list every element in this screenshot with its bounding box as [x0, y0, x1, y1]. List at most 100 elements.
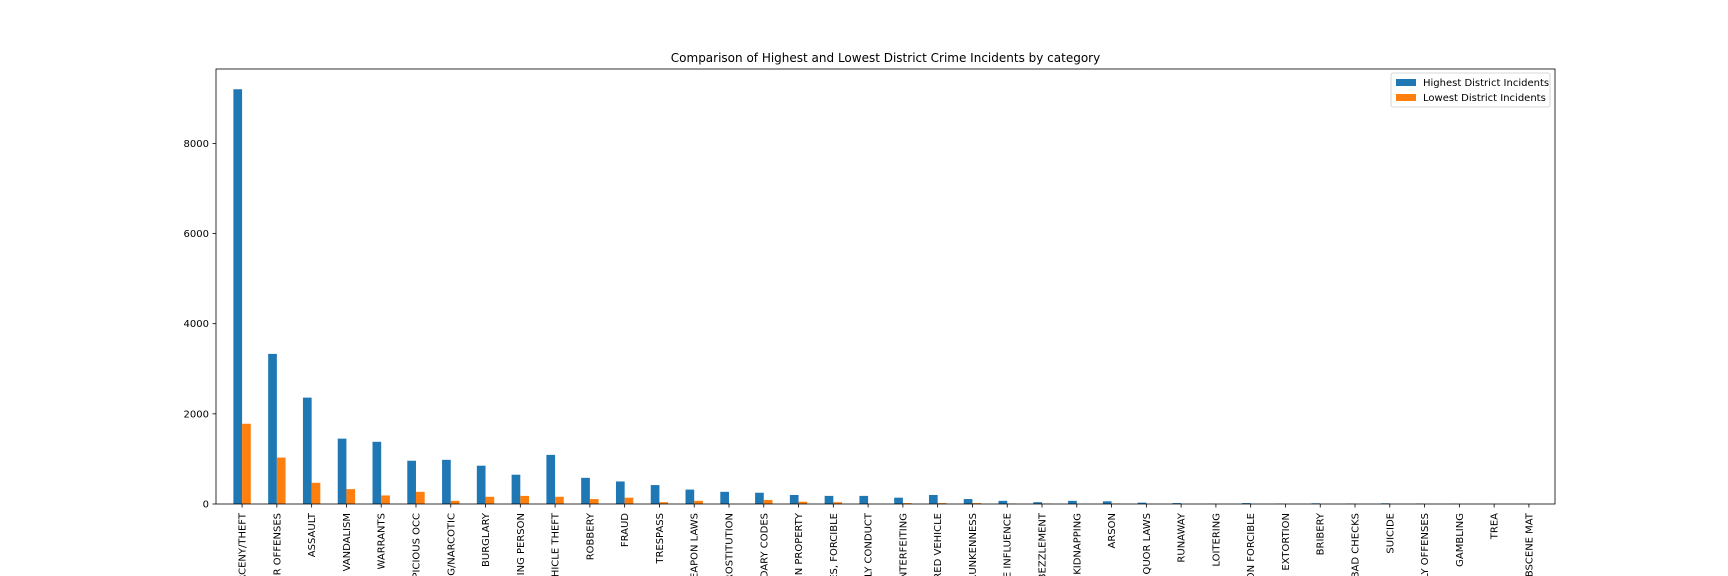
bar-lowest-13 — [694, 500, 703, 504]
bar-lowest-21 — [972, 503, 982, 504]
bar-lowest-7 — [485, 496, 495, 504]
x-tick-label-9: HICLE THEFT — [551, 512, 562, 576]
bar-highest-15 — [755, 492, 764, 504]
x-tick-label-27: RUNAWAY — [1177, 512, 1188, 562]
x-tick-label-36: TREA — [1490, 513, 1501, 540]
bar-highest-23 — [1033, 502, 1042, 504]
x-tick-label-0: RCENY/THEFT — [238, 512, 249, 576]
bar-lowest-15 — [763, 499, 773, 504]
bar-highest-22 — [998, 500, 1008, 504]
bar-lowest-12 — [659, 502, 669, 504]
y-tick-label-0: 0 — [203, 500, 209, 511]
bar-highest-29 — [1241, 503, 1251, 504]
bar-highest-13 — [685, 489, 695, 504]
bar-lowest-19 — [902, 503, 912, 504]
bar-highest-21 — [963, 499, 973, 504]
x-tick-label-13: EAPON LAWS — [690, 513, 701, 576]
bar-highest-27 — [1172, 503, 1182, 504]
x-tick-label-4: WARRANTS — [377, 513, 388, 569]
x-tick-label-12: TRESPASS — [655, 513, 666, 565]
bar-highest-5 — [407, 460, 416, 504]
bar-highest-8 — [511, 474, 521, 504]
bar-highest-6 — [442, 459, 451, 504]
bar-lowest-3 — [346, 489, 356, 504]
bar-lowest-16 — [798, 501, 808, 504]
bar-lowest-11 — [624, 497, 634, 504]
bar-highest-0 — [233, 89, 243, 504]
bar-lowest-4 — [381, 495, 390, 504]
x-tick-label-2: ASSAULT — [307, 512, 318, 557]
x-tick-label-1: ER OFFENSES — [272, 513, 283, 576]
x-tick-label-5: PICIOUS OCC — [411, 513, 422, 576]
bar-lowest-9 — [555, 496, 564, 504]
x-tick-label-26: QUOR LAWS — [1142, 513, 1153, 575]
x-tick-label-8: SING PERSON — [516, 513, 527, 576]
bar-highest-25 — [1102, 501, 1112, 504]
x-tick-label-21: RUNKENNESS — [968, 513, 979, 576]
x-tick-label-25: ARSON — [1107, 513, 1118, 549]
bar-highest-7 — [476, 465, 486, 504]
bar-lowest-10 — [589, 499, 599, 504]
bar-lowest-2 — [311, 482, 321, 504]
axes-layer: 0 2000 4000 6000 8000 RCENY/THEFT ER OFFENSES A… — [184, 68, 1556, 576]
legend: Highest District Incidents Lowest Distric… — [1390, 72, 1551, 108]
y-tick-label-3: 6000 — [184, 229, 209, 240]
bar-lowest-8 — [520, 495, 530, 504]
legend-swatch-1 — [1396, 94, 1416, 101]
x-tick-label-35: GAMBLING — [1455, 513, 1466, 567]
bar-highest-17 — [824, 495, 834, 504]
bar-highest-24 — [1068, 500, 1077, 504]
x-tick-label-37: BSCENE MAT — [1524, 512, 1535, 576]
x-tick-label-31: BRIBERY — [1316, 512, 1327, 555]
x-tick-label-33: SUICIDE — [1385, 513, 1396, 554]
legend-label-0: Highest District Incidents — [1423, 78, 1549, 89]
legend-label-1: Lowest District Incidents — [1423, 93, 1546, 104]
x-tick-label-7: BURGLARY — [481, 512, 492, 567]
bar-lowest-17 — [833, 502, 843, 504]
y-tick-label-4: 8000 — [184, 139, 209, 150]
x-tick-label-30: EXTORTION — [1281, 513, 1292, 571]
bar-highest-9 — [546, 454, 556, 504]
x-tick-label-29: ON FORCIBLE — [1246, 513, 1257, 576]
x-tick-label-11: FRAUD — [620, 513, 631, 547]
bar-highest-11 — [615, 481, 625, 504]
x-tick-label-24: KIDNAPPING — [1072, 513, 1083, 575]
bar-highest-10 — [581, 477, 590, 504]
bar-highest-1 — [268, 353, 277, 504]
x-tick-label-20: RED VEHICLE — [933, 513, 944, 576]
x-tick-label-32: BAD CHECKS — [1351, 513, 1362, 576]
bar-highest-19 — [894, 497, 903, 504]
legend-swatch-0 — [1396, 79, 1416, 86]
bar-highest-16 — [789, 494, 799, 504]
x-tick-label-23: BEZZLEMENT — [1038, 512, 1049, 576]
x-tick-label-14: ROSTITUTION — [724, 513, 735, 576]
x-tick-label-19: NTERFEITING — [898, 513, 909, 576]
bar-highest-18 — [859, 495, 869, 504]
bar-highest-3 — [337, 438, 347, 504]
bar-highest-4 — [372, 441, 382, 504]
bar-lowest-5 — [415, 491, 425, 504]
legend-box — [1390, 72, 1551, 108]
x-tick-label-22: E INFLUENCE — [1003, 513, 1014, 576]
y-tick-label-2: 4000 — [184, 319, 209, 330]
bar-highest-2 — [302, 397, 312, 504]
bar-lowest-20 — [937, 503, 947, 504]
bar-lowest-0 — [242, 423, 251, 504]
plot-frame — [215, 68, 1556, 505]
x-tick-label-16: EN PROPERTY — [794, 512, 805, 576]
bars-layer — [233, 89, 1529, 504]
x-tick-label-17: ES, FORCIBLE — [829, 513, 840, 576]
x-tick-label-6: G/NARCOTIC — [446, 513, 457, 576]
x-tick-label-18: LY CONDUCT — [864, 512, 875, 576]
bar-highest-12 — [650, 485, 660, 504]
x-tick-label-15: DARY CODES — [759, 513, 770, 576]
bar-highest-26 — [1137, 502, 1147, 504]
x-tick-label-3: VANDALISM — [342, 513, 353, 571]
bar-lowest-1 — [276, 457, 286, 504]
x-tick-label-10: ROBBERY — [585, 512, 596, 560]
chart-title: Comparison of Highest and Lowest Distric… — [671, 51, 1100, 65]
bar-lowest-6 — [450, 500, 460, 504]
y-tick-label-1: 2000 — [184, 409, 209, 420]
bar-highest-14 — [720, 491, 729, 504]
